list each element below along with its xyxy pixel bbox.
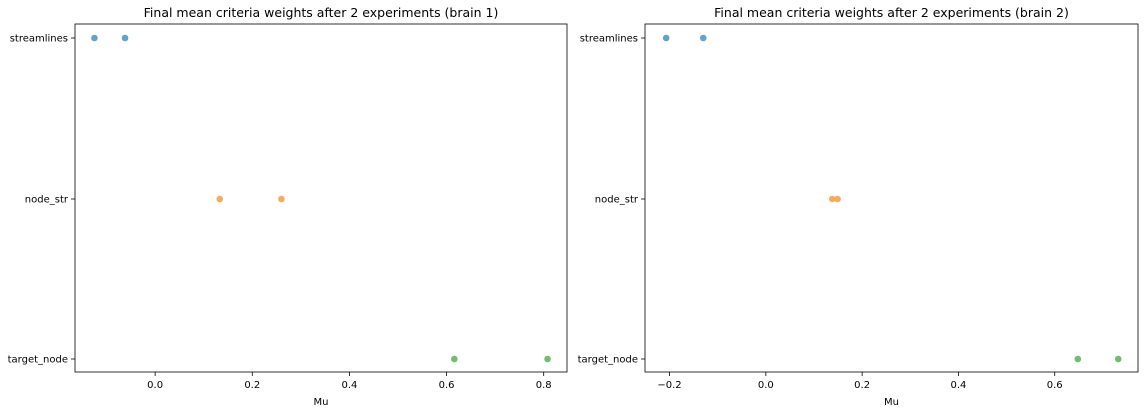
x-tick-label: 0.8 <box>536 380 552 391</box>
subplot-brain-1: Final mean criteria weights after 2 expe… <box>8 5 568 408</box>
x-tick-label: 0.4 <box>341 380 357 391</box>
data-point-node-str <box>278 195 285 203</box>
data-point-streamlines <box>662 34 670 42</box>
x-tick-label: 0.6 <box>1047 380 1063 391</box>
x-tick-label: 0.0 <box>147 380 163 391</box>
data-point-target-node <box>451 355 458 363</box>
data-point-node-str <box>834 195 841 203</box>
y-tick-label-node-str: node_str <box>25 195 69 206</box>
data-point-target-node <box>1074 355 1082 363</box>
y-tick-label-target-node: target_node <box>578 355 638 366</box>
x-axis-label: Mu <box>314 397 329 408</box>
x-tick-label: 0.4 <box>950 380 966 391</box>
data-point-target-node <box>1114 355 1122 363</box>
x-tick-label: 0.2 <box>854 380 870 391</box>
plot-frame <box>74 23 568 373</box>
chart-title: Final mean criteria weights after 2 expe… <box>714 5 1069 20</box>
y-tick-label-streamlines: streamlines <box>580 34 638 45</box>
data-point-streamlines <box>91 34 98 42</box>
x-axis-label: Mu <box>884 397 899 408</box>
subplot-brain-2: Final mean criteria weights after 2 expe… <box>578 5 1139 408</box>
data-point-target-node <box>544 355 551 363</box>
x-tick-label: −0.2 <box>657 380 681 391</box>
data-point-streamlines <box>699 34 707 42</box>
chart-title: Final mean criteria weights after 2 expe… <box>144 5 499 20</box>
y-tick-label-target-node: target_node <box>8 355 68 366</box>
y-tick-label-streamlines: streamlines <box>10 34 68 45</box>
y-tick-label-node-str: node_str <box>595 195 639 206</box>
plot-frame <box>644 23 1139 373</box>
data-point-node-str <box>216 195 224 203</box>
x-tick-label: 0.6 <box>439 380 455 391</box>
data-point-streamlines <box>121 34 129 42</box>
x-tick-label: 0.0 <box>758 380 774 391</box>
data-point-node-str <box>828 195 836 203</box>
x-tick-label: 0.2 <box>244 380 260 391</box>
